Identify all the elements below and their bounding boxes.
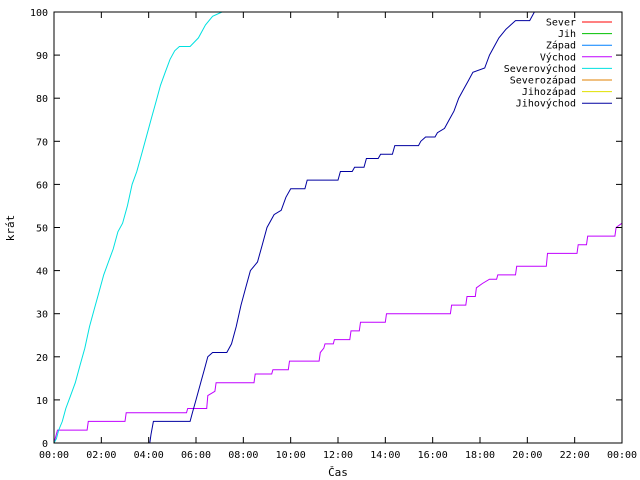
x-tick-label: 12:00 bbox=[323, 450, 353, 461]
y-tick-label: 20 bbox=[36, 353, 48, 364]
y-tick-label: 80 bbox=[36, 94, 48, 105]
y-tick-label: 100 bbox=[30, 8, 48, 19]
y-tick-label: 30 bbox=[36, 310, 48, 321]
legend-label: Sever bbox=[546, 18, 576, 29]
y-tick-label: 40 bbox=[36, 267, 48, 278]
legend-label: Jihozápad bbox=[522, 86, 576, 98]
y-tick-label: 70 bbox=[36, 137, 48, 148]
x-tick-label: 16:00 bbox=[418, 450, 448, 461]
x-tick-label: 00:00 bbox=[607, 450, 637, 461]
x-tick-label: 14:00 bbox=[370, 450, 400, 461]
legend-label: Východ bbox=[540, 51, 576, 63]
x-tick-label: 22:00 bbox=[560, 450, 590, 461]
x-tick-label: 10:00 bbox=[276, 450, 306, 461]
y-tick-label: 60 bbox=[36, 180, 48, 191]
chart-legend: SeverJihZápadVýchodSeverovýchodSeverozáp… bbox=[504, 18, 612, 110]
x-tick-label: 08:00 bbox=[228, 450, 258, 461]
y-tick-label: 50 bbox=[36, 224, 48, 235]
y-axis-label: krát bbox=[4, 215, 17, 242]
legend-label: Jihovýchod bbox=[516, 98, 576, 110]
chart-marks bbox=[53, 11, 623, 444]
y-tick-label: 0 bbox=[42, 439, 48, 450]
legend-label: Západ bbox=[546, 40, 576, 52]
x-tick-label: 06:00 bbox=[181, 450, 211, 461]
series-line-severovýchod bbox=[53, 11, 251, 444]
x-tick-label: 00:00 bbox=[39, 450, 69, 461]
series-line-východ bbox=[53, 222, 623, 444]
chart-ticks: 0 10 20 30 40 50 60 70 80 90 100 00:00 02:00 04:00 06:… bbox=[30, 8, 637, 461]
y-tick-label: 10 bbox=[36, 396, 48, 407]
x-axis-label: Čas bbox=[328, 466, 348, 479]
legend-label: Severovýchod bbox=[504, 63, 576, 75]
y-tick-label: 90 bbox=[36, 51, 48, 62]
legend-label: Jih bbox=[558, 29, 576, 40]
x-tick-label: 04:00 bbox=[134, 450, 164, 461]
x-tick-label: 02:00 bbox=[86, 450, 116, 461]
legend-label: Severozápad bbox=[510, 75, 576, 87]
x-tick-label: 20:00 bbox=[512, 450, 542, 461]
series-line-jihovýchod bbox=[149, 11, 535, 444]
x-tick-label: 18:00 bbox=[465, 450, 495, 461]
plot-frame bbox=[53, 11, 623, 444]
